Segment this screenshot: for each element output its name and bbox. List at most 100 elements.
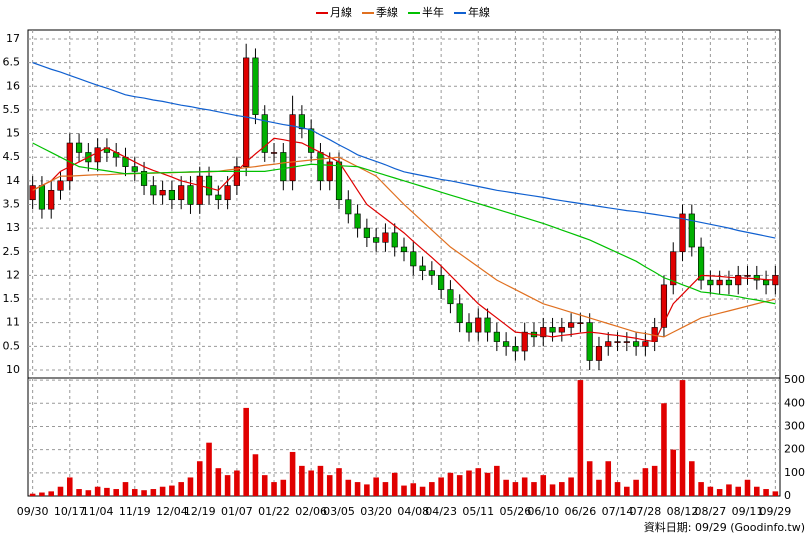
- candle-body: [168, 189, 175, 201]
- x-tick-label: 07/28: [630, 505, 662, 518]
- candle-body: [512, 346, 519, 352]
- y-tick-label: 13: [6, 221, 20, 234]
- y-tick-label: 10: [6, 363, 20, 376]
- candle-body: [373, 237, 380, 243]
- legend-label: 年線: [468, 5, 490, 19]
- volume-bar: [373, 477, 379, 496]
- volume-bar: [754, 486, 760, 496]
- plot-frame: [27, 29, 781, 497]
- candle-body: [614, 341, 621, 343]
- candle-body: [382, 232, 389, 243]
- volume-bar: [317, 465, 324, 496]
- volume-bar: [484, 472, 491, 496]
- volume-bar: [336, 468, 342, 496]
- y-tick-label: 5.5: [3, 103, 21, 116]
- x-tick-label: 05/11: [462, 505, 494, 518]
- y-tick-label: 1.5: [3, 292, 21, 305]
- candle-body: [642, 341, 649, 347]
- volume-bar: [391, 472, 398, 496]
- candle-body: [558, 327, 565, 333]
- volume-bar: [763, 489, 769, 496]
- candle-body: [660, 284, 668, 328]
- volume-bar: [586, 461, 593, 496]
- y2-tick-label: 500: [784, 373, 805, 386]
- y-tick-label: 11: [6, 316, 20, 329]
- candle-body: [447, 289, 454, 305]
- volume-bar: [466, 470, 472, 496]
- x-tick-label: 02/06: [295, 505, 327, 518]
- y-tick-label: 16: [6, 79, 20, 92]
- candle-body: [48, 189, 55, 210]
- candle-body: [335, 161, 343, 201]
- candle-body: [205, 175, 213, 196]
- volume-bar: [326, 475, 333, 496]
- volume-bar: [419, 486, 426, 496]
- candle-body: [577, 322, 584, 324]
- x-tick-label: 05/26: [500, 505, 532, 518]
- x-tick-label: 01/22: [258, 505, 290, 518]
- y2-tick-label: 400: [784, 396, 805, 409]
- ma-line: [32, 62, 776, 239]
- x-tick-label: 03/05: [323, 505, 355, 518]
- volume-bar: [76, 489, 82, 496]
- candle-body: [224, 185, 231, 201]
- candle-body: [196, 175, 203, 205]
- candle-body: [38, 185, 46, 210]
- volume-bar: [698, 482, 704, 496]
- x-tick-label: 08/27: [695, 505, 727, 518]
- volume-bar: [494, 465, 500, 496]
- volume-bar: [66, 477, 73, 496]
- candle-body: [308, 128, 315, 153]
- volume-bar: [429, 482, 435, 496]
- candle-body: [345, 199, 352, 215]
- volume-bar: [456, 475, 463, 496]
- x-tick-label: 07/14: [602, 505, 634, 518]
- candle-body: [400, 246, 408, 253]
- candle-body: [29, 185, 36, 201]
- volume-bar: [280, 479, 287, 496]
- ma-line: [32, 137, 776, 343]
- volume-bar: [261, 475, 268, 496]
- candle-body: [744, 275, 751, 277]
- volume-bar: [196, 461, 203, 496]
- candle-body: [410, 251, 417, 267]
- volume-bar: [596, 479, 602, 496]
- volume-bar: [661, 403, 667, 496]
- y2-tick-label: 0: [784, 489, 791, 502]
- candle-body: [623, 341, 630, 343]
- candle-body: [716, 279, 723, 286]
- volume-bar: [354, 482, 361, 496]
- legend-label: 季線: [376, 5, 398, 19]
- y-tick-label: 17: [6, 32, 20, 45]
- volume-bar: [503, 479, 509, 496]
- volume-bar: [716, 489, 723, 496]
- candle-body: [131, 166, 138, 172]
- volume-bar: [531, 482, 537, 496]
- y-tick-label: 15: [6, 127, 20, 140]
- y2-tick-label: 200: [784, 443, 805, 456]
- volume-bar: [707, 486, 714, 496]
- volume-bar: [633, 479, 639, 496]
- x-tick-label: 06/26: [565, 505, 597, 518]
- candle-body: [215, 194, 222, 201]
- candle-body: [289, 114, 296, 182]
- volume-bar: [57, 486, 64, 496]
- volume-bar: [735, 486, 742, 496]
- candle-body: [456, 303, 463, 323]
- volume-bar: [104, 487, 110, 496]
- x-tick-label: 09/29: [760, 505, 792, 518]
- candle-body: [679, 213, 686, 253]
- volume-bar: [540, 475, 547, 496]
- volume-bar: [113, 489, 119, 496]
- volume-bar: [131, 489, 138, 496]
- volume-bar: [169, 485, 175, 496]
- candle-body: [280, 152, 287, 182]
- footnote: 資料日期: 09/29 (Goodinfo.tw): [644, 520, 805, 534]
- ma-line: [32, 142, 776, 305]
- volume-bar: [234, 470, 240, 496]
- x-tick-label: 04/08: [397, 505, 429, 518]
- volume-bar: [206, 442, 212, 496]
- volume-bar: [29, 493, 36, 496]
- candle-body: [475, 317, 482, 333]
- volume-bar: [475, 468, 482, 496]
